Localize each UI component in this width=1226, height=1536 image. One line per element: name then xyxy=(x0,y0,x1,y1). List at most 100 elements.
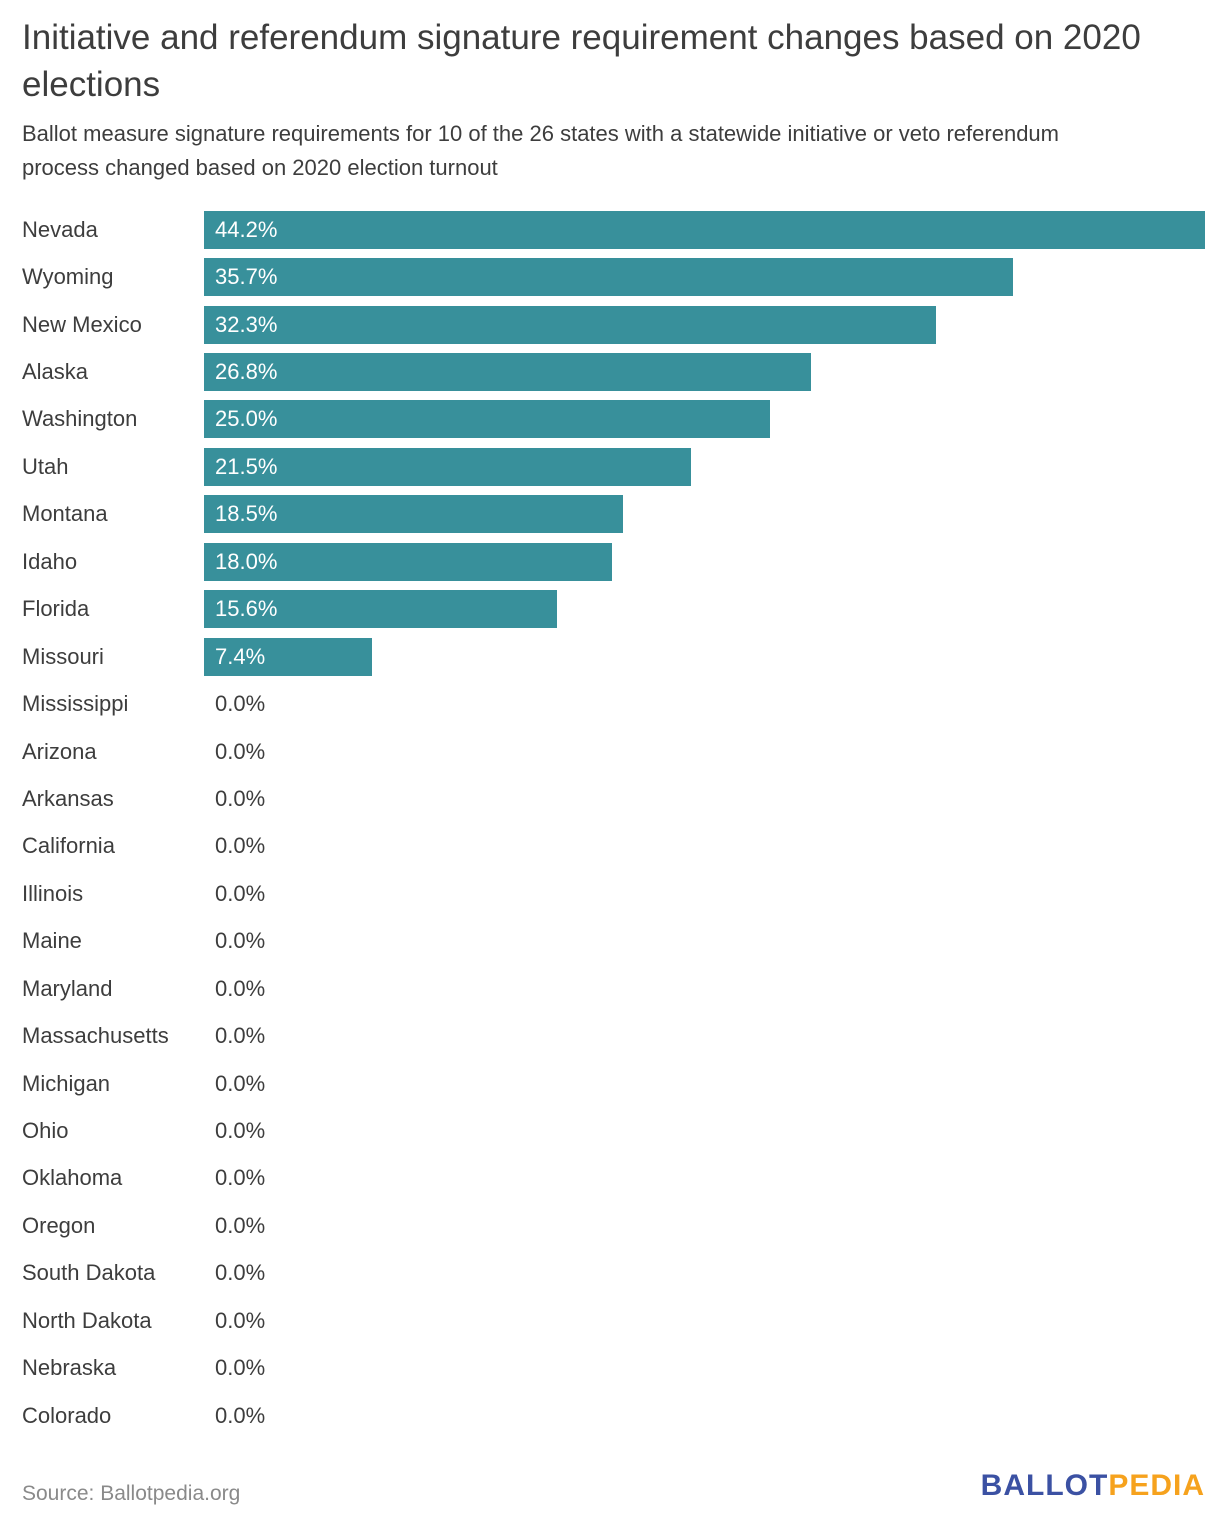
bar: 18.0% xyxy=(204,542,612,581)
bar-value-label: 0.0% xyxy=(215,1070,266,1096)
chart-row: New Mexico 32.3% xyxy=(22,301,1205,348)
bar: 0.0% xyxy=(204,1159,1205,1197)
source-text: Source: Ballotpedia.org xyxy=(22,1482,241,1505)
bar-area: 0.0% xyxy=(204,1349,1205,1387)
state-label: Massachusetts xyxy=(22,1023,169,1049)
chart-row: Washington 25.0% xyxy=(22,396,1205,443)
bar: 0.0% xyxy=(204,1112,1205,1150)
bar-area: 0.0% xyxy=(204,970,1205,1008)
page-title-line1: Initiative and referendum signature requ… xyxy=(22,18,1141,57)
bar-value-label: 0.0% xyxy=(215,738,266,764)
state-label: New Mexico xyxy=(22,311,142,337)
page-subtitle-line2: process changed based on 2020 election t… xyxy=(22,155,498,180)
state-label: North Dakota xyxy=(22,1307,152,1333)
bar-value-label: 0.0% xyxy=(215,691,266,717)
bar-value-label: 21.5% xyxy=(215,453,278,479)
chart-row: North Dakota 0.0% xyxy=(22,1297,1205,1344)
page-subtitle: Ballot measure signature requirements fo… xyxy=(22,117,1202,185)
bar-value-label: 0.0% xyxy=(215,1165,266,1191)
bar: 21.5% xyxy=(204,447,691,486)
chart-row: Montana 18.5% xyxy=(22,491,1205,538)
bar: 0.0% xyxy=(204,780,1205,818)
bar-value-label: 44.2% xyxy=(215,216,278,242)
chart-row: South Dakota 0.0% xyxy=(22,1250,1205,1297)
bar-value-label: 0.0% xyxy=(215,1023,266,1049)
state-label: Oregon xyxy=(22,1212,96,1238)
state-label: Missouri xyxy=(22,643,104,669)
state-label: Nevada xyxy=(22,216,98,242)
bar: 0.0% xyxy=(204,875,1205,913)
state-label: California xyxy=(22,833,115,859)
bar-area: 0.0% xyxy=(204,1017,1205,1055)
bar: 32.3% xyxy=(204,305,936,344)
bar-area: 0.0% xyxy=(204,827,1205,865)
chart-row: Michigan 0.0% xyxy=(22,1060,1205,1107)
state-label: Utah xyxy=(22,453,69,479)
chart-row: Nevada 44.2% xyxy=(22,206,1205,253)
state-label: Michigan xyxy=(22,1070,111,1096)
state-label: Montana xyxy=(22,501,108,527)
bar: 0.0% xyxy=(204,685,1205,723)
state-label: Idaho xyxy=(22,548,78,574)
bar: 0.0% xyxy=(204,970,1205,1008)
bar-value-label: 0.0% xyxy=(215,785,266,811)
bar-value-label: 7.4% xyxy=(215,643,266,669)
page-title: Initiative and referendum signature requ… xyxy=(22,14,1202,108)
bar-value-label: 18.5% xyxy=(215,501,278,527)
chart-row: Oregon 0.0% xyxy=(22,1202,1205,1249)
bar-area: 7.4% xyxy=(204,637,1205,676)
bar-area: 0.0% xyxy=(204,733,1205,771)
bar: 44.2% xyxy=(204,210,1205,249)
bar-value-label: 26.8% xyxy=(215,359,278,385)
chart-row: Arkansas 0.0% xyxy=(22,775,1205,822)
bar-value-label: 0.0% xyxy=(215,833,266,859)
bar-value-label: 18.0% xyxy=(215,548,278,574)
chart-row: Oklahoma 0.0% xyxy=(22,1155,1205,1202)
bar: 18.5% xyxy=(204,495,623,534)
state-label: Ohio xyxy=(22,1118,69,1144)
state-label: Wyoming xyxy=(22,264,114,290)
bar: 7.4% xyxy=(204,637,372,676)
bar: 0.0% xyxy=(204,1397,1205,1435)
bar-area: 25.0% xyxy=(204,400,1205,439)
bar-area: 0.0% xyxy=(204,922,1205,960)
chart-row: Nebraska 0.0% xyxy=(22,1345,1205,1392)
bar-area: 0.0% xyxy=(204,875,1205,913)
bar-area: 0.0% xyxy=(204,1397,1205,1435)
bar-value-label: 0.0% xyxy=(215,880,266,906)
chart-row: Maine 0.0% xyxy=(22,918,1205,965)
bar-area: 0.0% xyxy=(204,1254,1205,1292)
bar-area: 21.5% xyxy=(204,447,1205,486)
chart-row: California 0.0% xyxy=(22,823,1205,870)
bar-area: 15.6% xyxy=(204,590,1205,629)
bar-area: 18.5% xyxy=(204,495,1205,534)
state-label: Washington xyxy=(22,406,138,432)
chart-row: Maryland 0.0% xyxy=(22,965,1205,1012)
bar-area: 0.0% xyxy=(204,685,1205,723)
bar: 0.0% xyxy=(204,733,1205,771)
bar-area: 0.0% xyxy=(204,1302,1205,1340)
bar: 0.0% xyxy=(204,1207,1205,1245)
state-label: Arizona xyxy=(22,738,97,764)
bar-area: 0.0% xyxy=(204,1112,1205,1150)
state-label: Alaska xyxy=(22,359,89,385)
chart-row: Wyoming 35.7% xyxy=(22,253,1205,300)
bar-area: 44.2% xyxy=(204,210,1205,249)
bar: 15.6% xyxy=(204,590,558,629)
bar: 0.0% xyxy=(204,1065,1205,1103)
state-label: Oklahoma xyxy=(22,1165,123,1191)
page-title-line2: elections xyxy=(22,65,161,104)
bar-area: 26.8% xyxy=(204,353,1205,392)
bar-area: 0.0% xyxy=(204,1207,1205,1245)
state-label: Maryland xyxy=(22,975,113,1001)
state-label: Nebraska xyxy=(22,1355,117,1381)
bar-area: 18.0% xyxy=(204,542,1205,581)
page-subtitle-line1: Ballot measure signature requirements fo… xyxy=(22,121,1059,146)
chart-row: Alaska 26.8% xyxy=(22,348,1205,395)
bar-value-label: 0.0% xyxy=(215,975,266,1001)
bar: 0.0% xyxy=(204,1349,1205,1387)
logo-ballot-text: BALLOT xyxy=(980,1469,1109,1502)
chart-row: Missouri 7.4% xyxy=(22,633,1205,680)
state-label: Arkansas xyxy=(22,785,114,811)
bar-area: 0.0% xyxy=(204,1159,1205,1197)
